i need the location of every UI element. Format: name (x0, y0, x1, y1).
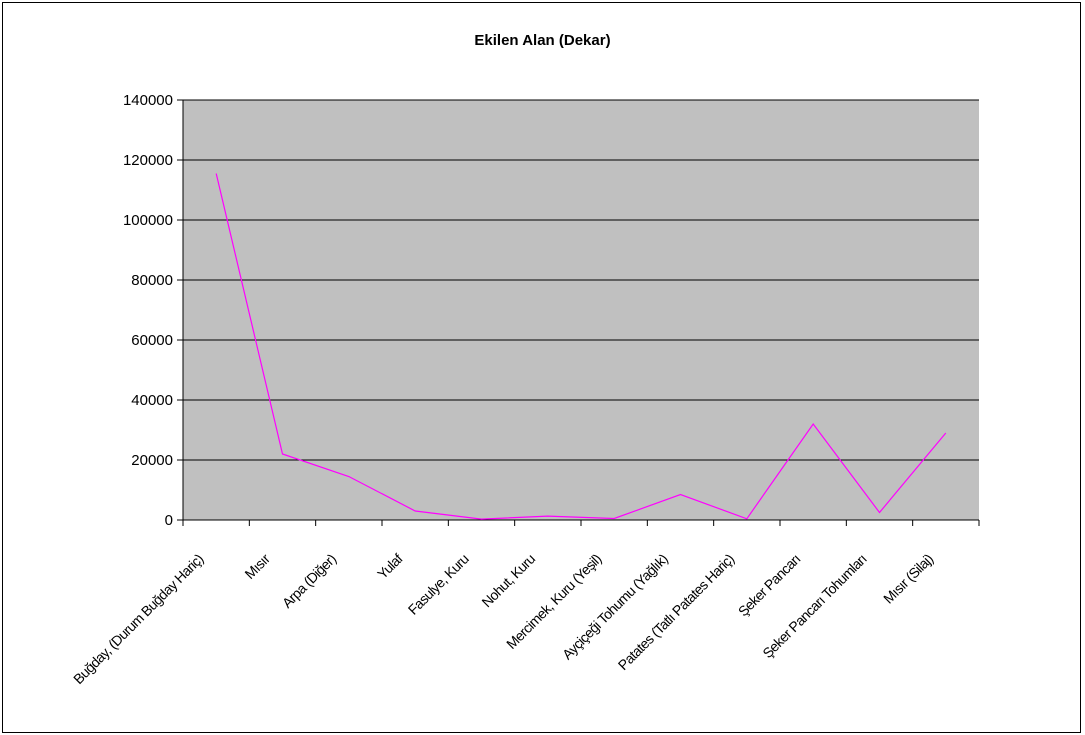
gridlines (183, 99, 979, 461)
x-category-label: Patates (Tatlı Patates Hariç) (615, 551, 737, 673)
y-tick-label: 120000 (123, 152, 173, 169)
y-tick-label: 100000 (123, 212, 173, 229)
x-category-label: Fasulye, Kuru (405, 551, 472, 618)
x-category-label: Buğday, (Durum Buğday Hariç) (70, 551, 206, 687)
x-category-label: Yulaf (374, 550, 406, 582)
x-category-label: Mısır (Silaj) (880, 551, 936, 607)
x-category-label: Mısır (241, 550, 273, 582)
plot-area (183, 100, 979, 520)
y-tick-label: 40000 (131, 392, 173, 409)
series-line (215, 173, 947, 520)
y-axis-ticks: 0 20000 40000 60000 80000 100000 120000 140000 (123, 92, 183, 529)
x-axis-labels: Buğday, (Durum Buğday Hariç) Mısır Arpa (D… (70, 550, 936, 687)
x-axis-ticks (182, 520, 980, 526)
y-tick-label: 20000 (131, 452, 173, 469)
y-tick-label: 60000 (131, 332, 173, 349)
chart-title: Ekilen Alan (Dekar) (474, 32, 611, 49)
y-tick-label: 0 (165, 512, 173, 529)
y-tick-label: 140000 (123, 92, 173, 109)
x-category-label: Şeker Pancarı (735, 551, 804, 620)
y-tick-label: 80000 (131, 272, 173, 289)
x-category-label: Nohut, Kuru (478, 551, 537, 610)
series-group (215, 173, 947, 520)
axes (182, 100, 979, 521)
x-category-label: Arpa (Diğer) (279, 551, 339, 611)
